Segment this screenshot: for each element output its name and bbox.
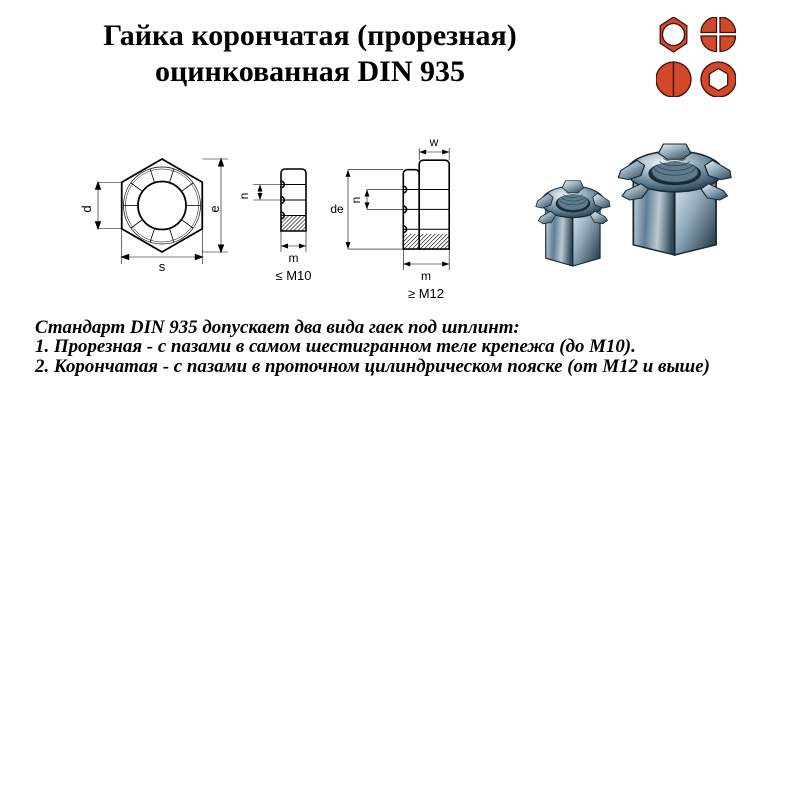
svg-text:≥ M12: ≥ M12 — [408, 286, 444, 301]
svg-text:m: m — [289, 251, 299, 265]
svg-text:w: w — [429, 135, 439, 149]
svg-text:n: n — [349, 197, 363, 204]
svg-text:de: de — [330, 202, 344, 216]
svg-text:s: s — [159, 259, 166, 274]
svg-text:≤ M10: ≤ M10 — [275, 268, 311, 283]
svg-text:n: n — [237, 193, 251, 200]
svg-text:e: e — [207, 205, 222, 212]
svg-text:m: m — [421, 269, 431, 283]
svg-text:d: d — [79, 205, 94, 212]
